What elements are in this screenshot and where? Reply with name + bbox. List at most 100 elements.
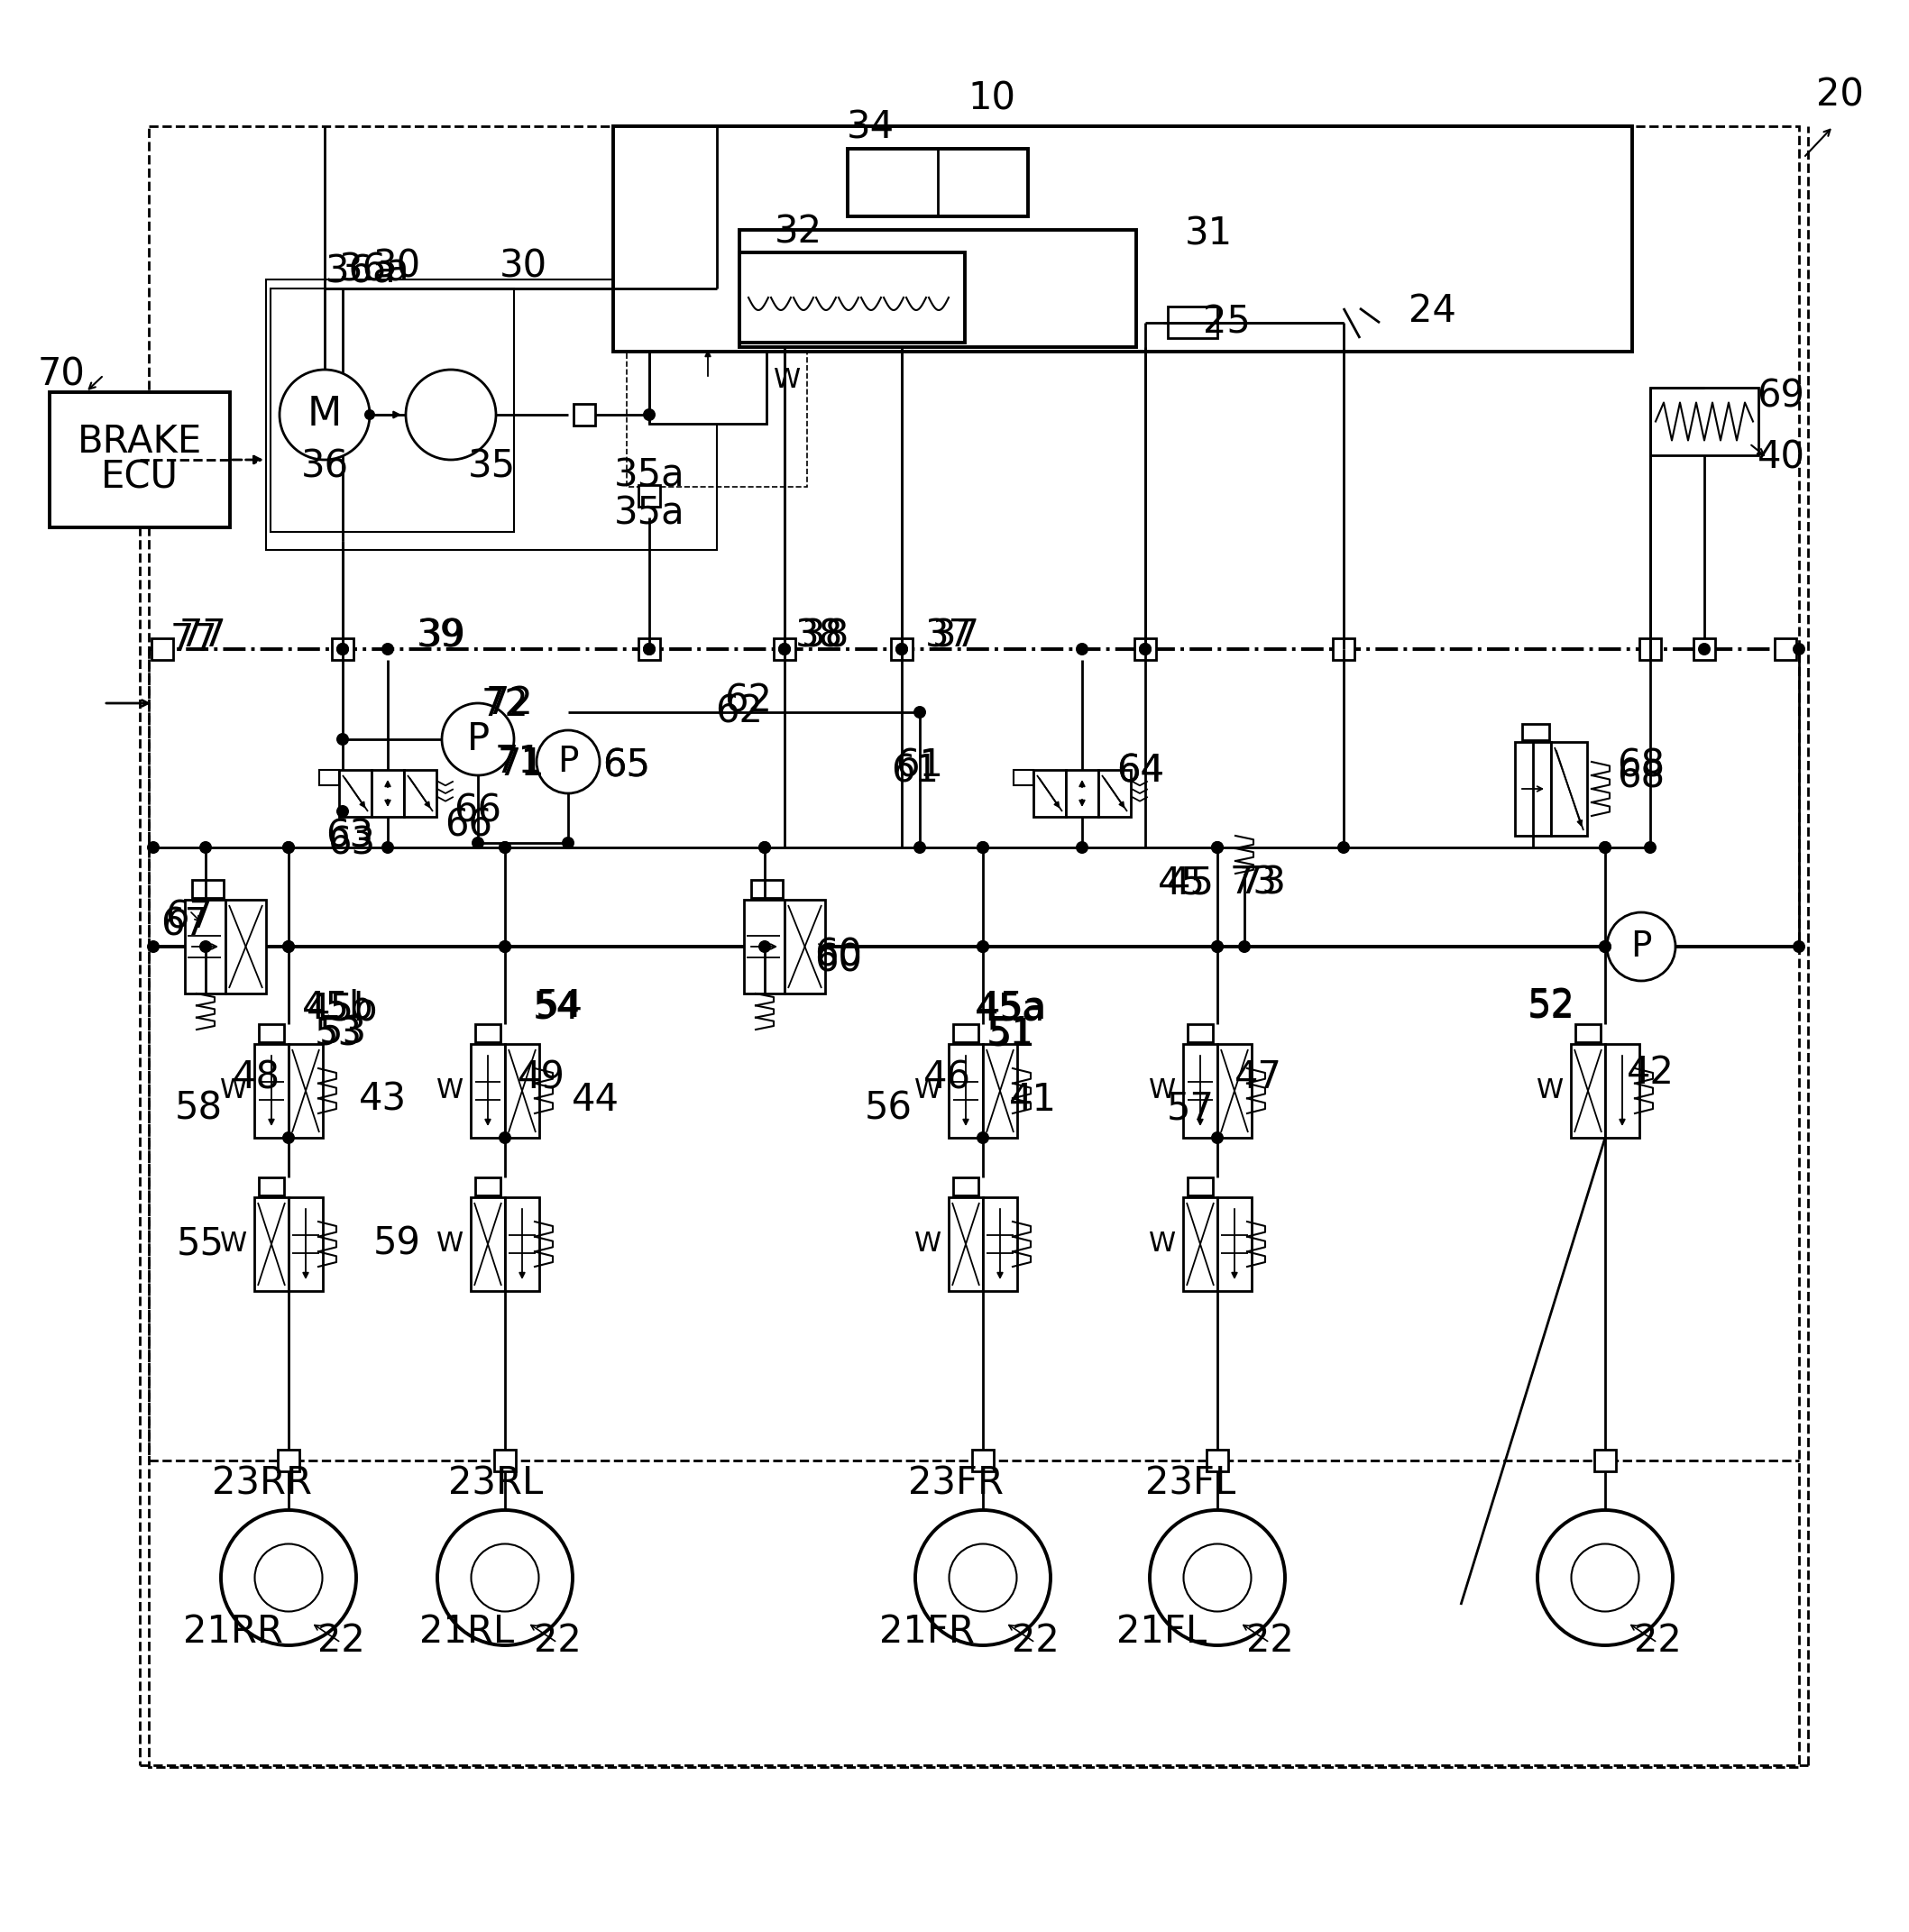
Text: 72: 72 [481,686,529,724]
Circle shape [1210,941,1224,952]
Text: 44: 44 [571,1080,619,1119]
Text: 35: 35 [468,448,515,487]
Text: P: P [1630,929,1651,964]
Text: W: W [437,1078,464,1103]
Text: 77: 77 [170,622,218,659]
Bar [1033,771,1065,817]
Text: 45a: 45a [975,989,1048,1026]
Text: 53: 53 [315,1016,363,1053]
Circle shape [498,941,512,952]
Circle shape [536,730,599,794]
Text: 45b: 45b [302,989,374,1026]
Text: 21FR: 21FR [880,1613,975,1650]
Circle shape [1537,1511,1672,1646]
Circle shape [956,1551,1010,1605]
Bar [1605,1043,1640,1138]
Bar [472,1043,506,1138]
Text: W: W [437,1231,464,1258]
Bar [739,230,1136,348]
Text: 53: 53 [319,1012,367,1051]
Circle shape [1191,1551,1245,1605]
Bar [340,771,372,817]
Text: 36: 36 [302,448,349,487]
Bar [1649,388,1758,456]
Circle shape [779,643,790,655]
Bar [1187,1177,1212,1196]
Text: 52: 52 [1527,989,1575,1026]
Circle shape [758,941,771,952]
Circle shape [262,1551,315,1605]
Bar [151,638,174,661]
Circle shape [199,941,212,952]
Bar [949,1043,983,1138]
Text: 34: 34 [846,108,893,147]
Bar [892,638,913,661]
Text: W: W [220,1231,246,1258]
Text: 63: 63 [326,817,374,856]
Circle shape [382,840,393,854]
Text: 25: 25 [1203,303,1250,340]
Text: 77: 77 [179,616,227,655]
Bar [1332,638,1353,661]
Text: 22: 22 [1012,1621,1059,1660]
Text: 65: 65 [603,748,651,784]
Circle shape [1600,941,1611,952]
Bar [193,879,223,898]
Bar [506,1043,538,1138]
Bar [638,638,661,661]
Bar [372,771,405,817]
Text: W: W [1149,1078,1176,1103]
Circle shape [1607,912,1676,981]
Bar [319,771,340,786]
Text: 23RR: 23RR [212,1464,311,1501]
Circle shape [914,705,926,719]
Text: 73: 73 [1239,866,1287,902]
Text: 40: 40 [1756,439,1804,477]
Circle shape [977,840,989,854]
Circle shape [643,643,655,655]
Text: 54: 54 [535,985,582,1024]
Text: 66: 66 [445,806,493,844]
Text: 68: 68 [1617,757,1665,796]
Circle shape [407,369,496,460]
Bar [773,638,796,661]
Circle shape [977,941,989,952]
Bar [983,1198,1017,1291]
Text: 21RR: 21RR [183,1613,283,1650]
Text: 31: 31 [1184,216,1233,253]
Circle shape [1644,840,1657,854]
Bar [1516,742,1550,837]
Circle shape [1210,941,1224,952]
Text: 45: 45 [1166,866,1214,902]
Bar [848,149,1027,216]
Bar [626,307,808,487]
Bar [1014,771,1033,786]
Text: 55: 55 [176,1225,223,1264]
Text: 59: 59 [372,1225,420,1264]
Bar [1575,1024,1600,1041]
Bar [185,900,225,993]
Circle shape [1140,643,1151,655]
Circle shape [1149,1511,1285,1646]
Text: 39: 39 [418,616,466,655]
Circle shape [1600,941,1611,952]
Bar [1594,1449,1615,1472]
Text: BRAKE: BRAKE [78,423,202,460]
Bar [983,1043,1017,1138]
Circle shape [895,643,909,655]
Text: 21FL: 21FL [1117,1613,1206,1650]
Bar [785,900,825,993]
Circle shape [283,840,294,854]
Circle shape [977,840,989,854]
Circle shape [1793,941,1806,952]
Text: M: M [307,396,342,435]
Bar [494,1449,515,1472]
Circle shape [283,941,294,952]
Text: W: W [914,1231,941,1258]
Bar [288,1043,323,1138]
Bar [1184,1043,1218,1138]
Text: 43: 43 [359,1080,407,1119]
Text: 69: 69 [1756,379,1804,415]
Circle shape [199,840,212,854]
Circle shape [382,643,393,655]
